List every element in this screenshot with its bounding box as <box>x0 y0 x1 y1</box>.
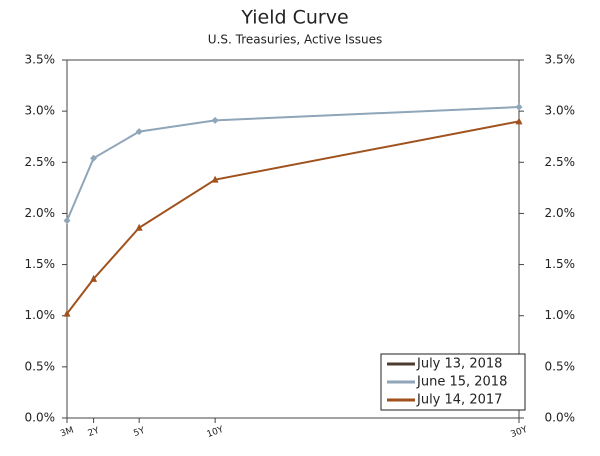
y-tick-label: 0.5% <box>25 359 56 373</box>
y-tick-label: 2.5% <box>25 155 56 169</box>
y2-tick-label: 2.0% <box>545 206 576 220</box>
point <box>135 223 143 231</box>
legend-label: June 15, 2018 <box>416 375 507 390</box>
x-tick-label: 10Y <box>206 425 226 440</box>
chart-subtitle: U.S. Treasuries, Active Issues <box>208 33 382 47</box>
chart-title: Yield Curve <box>240 7 348 29</box>
y2-tick-label: 1.0% <box>545 308 576 322</box>
y2-tick-label: 3.0% <box>545 104 576 118</box>
legend-label: July 14, 2017 <box>416 393 502 408</box>
y-tick-label: 2.0% <box>25 206 56 220</box>
point <box>90 154 98 162</box>
point <box>515 103 523 111</box>
y2-tick-label: 0.5% <box>545 359 576 373</box>
x-tick-label: 5Y <box>132 426 146 439</box>
y2-tick-label: 2.5% <box>545 155 576 169</box>
y2-tick-label: 3.5% <box>545 53 576 67</box>
y2-tick-label: 0.0% <box>545 411 576 425</box>
y-tick-label: 1.0% <box>25 308 56 322</box>
legend-label: July 13, 2018 <box>416 357 502 372</box>
point <box>135 128 143 136</box>
y2-tick-label: 1.5% <box>545 257 576 271</box>
x-tick-label: 3M <box>59 425 75 439</box>
x-tick-label: 2Y <box>87 426 101 439</box>
point <box>211 175 219 183</box>
y-tick-label: 1.5% <box>25 257 56 271</box>
x-tick-label: 30Y <box>509 425 529 440</box>
point <box>90 274 98 282</box>
y-tick-label: 3.0% <box>25 104 56 118</box>
point <box>63 309 71 317</box>
y-tick-label: 3.5% <box>25 53 56 67</box>
plot-frame <box>66 59 520 419</box>
point <box>515 117 523 125</box>
series-line <box>66 120 520 315</box>
point <box>63 217 71 225</box>
point <box>211 116 219 124</box>
legend: July 13, 2018 June 15, 2018 July 14, 2017 <box>380 353 526 411</box>
y-tick-label: 0.0% <box>25 411 56 425</box>
